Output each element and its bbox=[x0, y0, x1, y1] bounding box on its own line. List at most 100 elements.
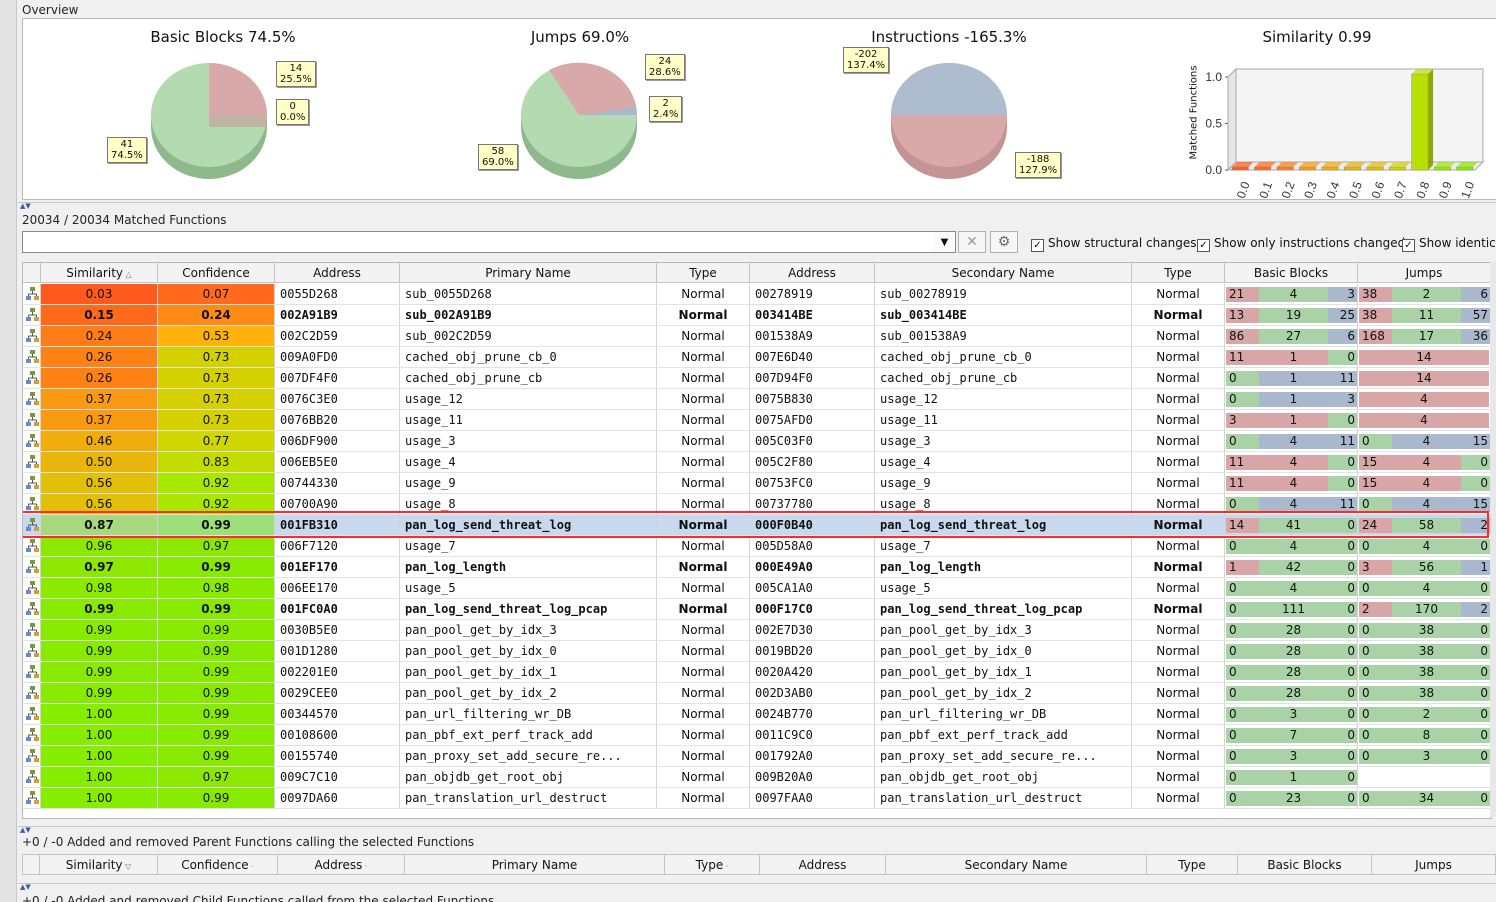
table-row[interactable]: 0.03 0.07 0055D268 sub_0055D268 Normal 002789… bbox=[23, 284, 1491, 305]
column-header-primary-type[interactable]: Type bbox=[657, 263, 750, 283]
call-graph-icon-cell[interactable] bbox=[23, 368, 41, 388]
overview-splitter[interactable]: ▲▼ bbox=[18, 202, 1496, 211]
secondary-type-cell: Normal bbox=[1132, 536, 1225, 556]
table-row[interactable]: 0.99 0.99 001D1280 pan_pool_get_by_idx_0 Nor… bbox=[23, 641, 1491, 662]
table-vertical-scrollbar[interactable] bbox=[1490, 262, 1496, 817]
filter-settings-button[interactable]: ⚙ bbox=[990, 231, 1018, 253]
table-row[interactable]: 0.99 0.99 001FC0A0 pan_log_send_threat_log_… bbox=[23, 599, 1491, 620]
parents-header-primary-address[interactable]: Address · bbox=[278, 854, 405, 875]
call-graph-icon-cell[interactable] bbox=[23, 683, 41, 703]
parents-header-jumps[interactable]: Jumps bbox=[1372, 854, 1496, 875]
call-graph-icon-cell[interactable] bbox=[23, 536, 41, 556]
call-graph-icon-cell[interactable] bbox=[23, 557, 41, 577]
show-structural-changes-checkbox[interactable]: ✓ Show structural changes bbox=[1031, 236, 1196, 252]
show-identical-checkbox[interactable]: ✓ Show identica bbox=[1402, 236, 1496, 252]
call-graph-icon-cell[interactable] bbox=[23, 452, 41, 472]
parents-header-similarity[interactable]: Similarity ▽ bbox=[40, 854, 158, 875]
table-row[interactable]: 0.26 0.73 007DF4F0 cached_obj_prune_cb Norma… bbox=[23, 368, 1491, 389]
primary-name-cell: pan_pool_get_by_idx_1 bbox=[400, 662, 657, 682]
table-row[interactable]: 0.56 0.92 00744330 usage_9 Normal 00753FC0 usa… bbox=[23, 473, 1491, 494]
call-graph-icon-cell[interactable] bbox=[23, 431, 41, 451]
table-row[interactable]: 0.56 0.92 00700A90 usage_8 Normal 00737780 usa… bbox=[23, 494, 1491, 515]
parents-splitter[interactable]: ▲▼ bbox=[18, 826, 1496, 835]
column-header-primary-address[interactable]: Address bbox=[275, 263, 400, 283]
table-row[interactable]: 1.00 0.99 00108600 pan_pbf_ext_perf_track_a… bbox=[23, 725, 1491, 746]
children-splitter[interactable]: ▲▼ bbox=[18, 883, 1496, 892]
table-row[interactable]: 0.46 0.77 006DF900 usage_3 Normal 005C03F0 usa… bbox=[23, 431, 1491, 452]
table-row[interactable]: 0.99 0.99 002201E0 pan_pool_get_by_idx_1 Nor… bbox=[23, 662, 1491, 683]
column-header-primary-name[interactable]: Primary Name bbox=[400, 263, 657, 283]
primary-type-cell: Normal bbox=[657, 620, 750, 640]
call-graph-icon-cell[interactable] bbox=[23, 599, 41, 619]
histogram-bar-0.9 bbox=[1433, 166, 1451, 171]
call-graph-icon-cell[interactable] bbox=[23, 515, 41, 535]
column-header-basic-blocks[interactable]: Basic Blocks bbox=[1225, 263, 1358, 283]
table-row-selected[interactable]: 0.87 0.99 001FB310 pan_log_send_threat_log N… bbox=[23, 511, 1491, 538]
table-row[interactable]: 0.26 0.73 009A0FD0 cached_obj_prune_cb_0 Nor… bbox=[23, 347, 1491, 368]
column-header-confidence[interactable]: Confidence bbox=[158, 263, 275, 283]
parents-header-primary-name[interactable]: Primary Name bbox=[405, 854, 665, 875]
secondary-type-cell: Normal bbox=[1132, 431, 1225, 451]
table-row[interactable]: 1.00 0.97 009C7C10 pan_objdb_get_root_obj No… bbox=[23, 767, 1491, 788]
similarity-cell: 1.00 bbox=[41, 788, 158, 808]
table-row[interactable]: 0.99 0.99 0030B5E0 pan_pool_get_by_idx_3 Nor… bbox=[23, 620, 1491, 641]
parents-header-confidence[interactable]: Confidence · bbox=[158, 854, 278, 875]
call-graph-icon bbox=[26, 434, 39, 447]
column-header-jumps[interactable]: Jumps bbox=[1358, 263, 1491, 283]
jp-value: 14 bbox=[1359, 371, 1489, 386]
table-row[interactable]: 1.00 0.99 0097DA60 pan_translation_url_dest… bbox=[23, 788, 1491, 809]
histogram-xtick-label: 0.3 bbox=[1301, 179, 1320, 199]
call-graph-icon-cell[interactable] bbox=[23, 389, 41, 409]
jp-added-count: 0 bbox=[1461, 728, 1490, 743]
column-header-secondary-name[interactable]: Secondary Name bbox=[875, 263, 1132, 283]
call-graph-icon-cell[interactable] bbox=[23, 725, 41, 745]
table-row[interactable]: 0.50 0.83 006EB5E0 usage_4 Normal 005C2F80 usa… bbox=[23, 452, 1491, 473]
call-graph-icon-cell[interactable] bbox=[23, 578, 41, 598]
call-graph-icon-cell[interactable] bbox=[23, 347, 41, 367]
primary-type-cell: Normal bbox=[657, 767, 750, 787]
parents-header-secondary-address[interactable]: Address bbox=[760, 854, 886, 875]
call-graph-icon-cell[interactable] bbox=[23, 410, 41, 430]
parents-header-secondary-name[interactable]: Secondary Name bbox=[886, 854, 1147, 875]
table-row[interactable]: 0.15 0.24 002A91B9 sub_002A91B9 Normal 003414… bbox=[23, 305, 1491, 326]
filter-input[interactable] bbox=[22, 231, 956, 253]
parents-header-primary-type[interactable]: Type · bbox=[665, 854, 760, 875]
filter-history-dropdown[interactable]: ▼ bbox=[934, 231, 956, 253]
call-graph-icon-cell[interactable] bbox=[23, 494, 41, 514]
call-graph-icon-cell[interactable] bbox=[23, 305, 41, 325]
parents-header-basic-blocks[interactable]: Basic Blocks bbox=[1238, 854, 1372, 875]
histogram-bar-0.2 bbox=[1276, 166, 1294, 171]
matched-functions-table: Similarity △ Confidence Address Primary … bbox=[22, 262, 1492, 819]
call-graph-icon-cell[interactable] bbox=[23, 704, 41, 724]
table-row[interactable]: 0.24 0.53 002C2D59 sub_002C2D59 Normal 001538… bbox=[23, 326, 1491, 347]
call-graph-icon-cell[interactable] bbox=[23, 284, 41, 304]
jp-changed-count: 38 bbox=[1359, 287, 1392, 302]
gear-icon: ⚙ bbox=[997, 234, 1011, 250]
column-header-secondary-type[interactable]: Type bbox=[1132, 263, 1225, 283]
call-graph-icon-cell[interactable] bbox=[23, 641, 41, 661]
call-graph-icon-cell[interactable] bbox=[23, 620, 41, 640]
column-header-secondary-address[interactable]: Address bbox=[750, 263, 875, 283]
call-graph-icon-cell[interactable] bbox=[23, 326, 41, 346]
clear-filter-button[interactable]: ✕ bbox=[958, 231, 986, 253]
call-graph-icon-cell[interactable] bbox=[23, 662, 41, 682]
show-only-instructions-changed-checkbox[interactable]: ✓ Show only instructions changed bbox=[1197, 236, 1405, 252]
table-row[interactable]: 0.99 0.99 0029CEE0 pan_pool_get_by_idx_2 Nor… bbox=[23, 683, 1491, 704]
table-row[interactable]: 0.37 0.73 0076C3E0 usage_12 Normal 0075B830 us… bbox=[23, 389, 1491, 410]
table-row[interactable]: 0.98 0.98 006EE170 usage_5 Normal 005CA1A0 usa… bbox=[23, 578, 1491, 599]
secondary-name-cell: pan_proxy_set_add_secure_re... bbox=[875, 746, 1132, 766]
table-row[interactable]: 0.96 0.97 006F7120 usage_7 Normal 005D58A0 usa… bbox=[23, 536, 1491, 557]
call-graph-icon-cell[interactable] bbox=[23, 746, 41, 766]
table-row[interactable]: 0.37 0.73 0076BB20 usage_11 Normal 0075AFD0 us… bbox=[23, 410, 1491, 431]
table-row[interactable]: 0.97 0.99 001EF170 pan_log_length Normal 000E… bbox=[23, 557, 1491, 578]
call-graph-icon-cell[interactable] bbox=[23, 473, 41, 493]
parents-header-secondary-type[interactable]: Type bbox=[1147, 854, 1238, 875]
call-graph-icon-cell[interactable] bbox=[23, 788, 41, 808]
table-row[interactable]: 1.00 0.99 00155740 pan_proxy_set_add_secure… bbox=[23, 746, 1491, 767]
call-graph-icon-cell[interactable] bbox=[23, 767, 41, 787]
icon-column-header[interactable] bbox=[23, 263, 41, 283]
column-header-similarity[interactable]: Similarity △ bbox=[41, 263, 158, 283]
parents-icon-column-header[interactable] bbox=[22, 854, 40, 875]
table-row[interactable]: 1.00 0.99 00344570 pan_url_filtering_wr_DB N… bbox=[23, 704, 1491, 725]
confidence-cell: 0.98 bbox=[158, 578, 275, 598]
